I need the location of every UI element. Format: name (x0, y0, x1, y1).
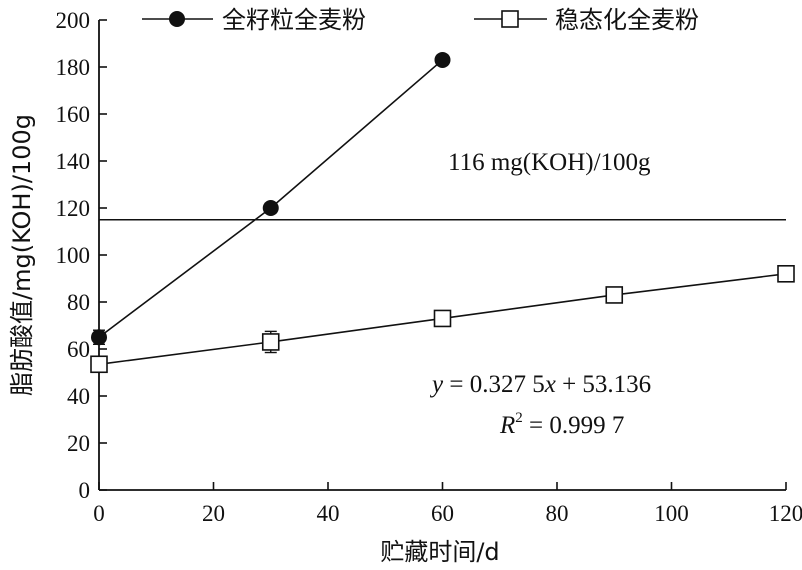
x-tick-label: 0 (93, 501, 105, 526)
y-tick-label: 20 (67, 431, 90, 456)
y-tick-label: 0 (79, 478, 91, 503)
axes (98, 20, 786, 491)
data-point (433, 309, 452, 328)
legend-label-stabilized: 稳态化全麦粉 (555, 6, 699, 34)
data-point (90, 355, 108, 374)
y-tick-label: 200 (56, 8, 91, 33)
series-layer (90, 51, 795, 374)
r-squared: R2 = 0.999 7 (499, 410, 624, 439)
data-point (261, 333, 280, 351)
data-point (262, 200, 279, 216)
x-tick-label: 80 (546, 501, 569, 526)
threshold-label: 116 mg(KOH)/100g (448, 149, 651, 176)
y-tick-label: 120 (56, 196, 91, 221)
r-squared-value: = 0.999 7 (523, 412, 625, 439)
equation-y-symbol: y (429, 371, 444, 398)
x-tick-labels: 0 20 40 60 80 100 120 (93, 501, 802, 526)
x-tick-label: 120 (769, 501, 802, 526)
y-tick-label: 140 (56, 149, 91, 174)
equation-x-symbol: x (544, 371, 556, 398)
data-point (91, 329, 107, 346)
y-tick-label: 80 (67, 290, 90, 315)
series-line (98, 59, 444, 338)
x-tick-label: 40 (317, 501, 340, 526)
data-point (434, 51, 451, 68)
regression-equation: y = 0.327 5x + 53.136 (429, 371, 651, 398)
data-point (777, 264, 795, 283)
r-squared-symbol: R (499, 412, 515, 439)
legend-label-whole-grain: 全籽粒全麦粉 (222, 6, 366, 34)
y-axis-title: 脂肪酸值/mg(KOH)/100g (8, 114, 36, 396)
x-tick-label: 100 (654, 501, 689, 526)
series-1 (90, 264, 795, 374)
y-tick-label: 60 (67, 337, 90, 362)
data-point (605, 286, 624, 304)
y-tick-label: 160 (56, 102, 91, 127)
legend: 全籽粒全麦粉 稳态化全麦粉 (142, 6, 699, 34)
equation-slope: = 0.327 5 (443, 371, 545, 398)
y-tick-labels: 0 20 40 60 80 100 120 140 160 180 200 (56, 8, 91, 503)
legend-marker-stabilized (501, 10, 519, 28)
x-axis-title: 贮藏时间/d (380, 538, 499, 566)
y-tick-label: 100 (56, 243, 91, 268)
x-tick-label: 60 (431, 501, 454, 526)
x-tick-label: 20 (202, 501, 225, 526)
legend-marker-whole-grain (169, 11, 185, 27)
axis-ticks (98, 19, 787, 491)
series-0 (91, 51, 451, 346)
y-tick-label: 40 (67, 384, 90, 409)
r-squared-exponent: 2 (515, 410, 523, 426)
equation-intercept: + 53.136 (556, 371, 651, 398)
y-tick-label: 180 (56, 55, 91, 80)
